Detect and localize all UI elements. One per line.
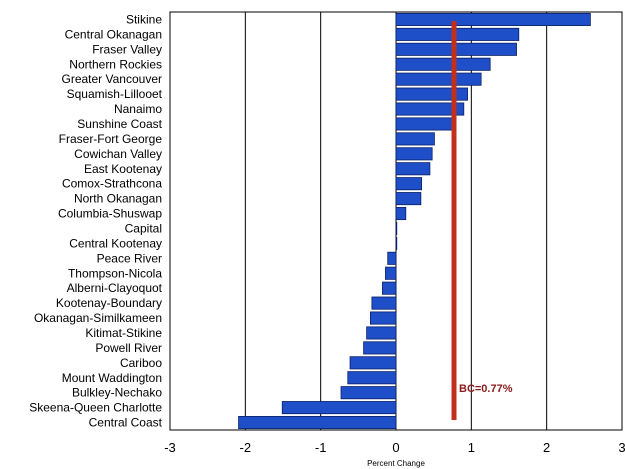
bar: [395, 27, 520, 41]
bar: [395, 207, 407, 221]
category-label: North Okanagan: [74, 192, 162, 206]
bar: [349, 356, 397, 370]
category-label: Central Kootenay: [69, 236, 162, 250]
category-label: Central Coast: [89, 416, 163, 430]
bar: [281, 401, 397, 415]
bar: [369, 311, 397, 325]
reference-line-label: BC=0.77%: [459, 383, 513, 395]
category-label: Stikine: [126, 12, 162, 26]
bar: [347, 371, 397, 385]
bar: [395, 162, 431, 176]
category-label: Capital: [125, 221, 162, 235]
bars: [238, 12, 591, 430]
category-label: Kitimat-Stikine: [85, 326, 162, 340]
bar: [395, 221, 398, 235]
category-label: Skeena-Queen Charlotte: [29, 401, 162, 415]
category-label: Sunshine Coast: [77, 117, 162, 131]
category-label: Fraser Valley: [92, 42, 162, 56]
category-label: Alberni-Clayoquot: [67, 281, 163, 295]
category-label: Greater Vancouver: [62, 72, 163, 86]
category-label: Cowichan Valley: [74, 147, 162, 161]
category-label: Fraser-Fort George: [59, 132, 163, 146]
category-label: Northern Rockies: [69, 57, 162, 71]
category-label: Central Okanagan: [65, 27, 162, 41]
x-tick-labels: -3 -2 -1 0 1 2 3: [164, 440, 625, 455]
x-tick-label: -1: [315, 440, 327, 455]
bar: [395, 57, 491, 71]
bar: [387, 251, 397, 265]
bar: [366, 326, 397, 340]
category-label: Comox-Strathcona: [62, 177, 162, 191]
category-label: Nanaimo: [114, 102, 162, 116]
bar: [363, 341, 397, 355]
category-label: Squamish-Lillooet: [67, 87, 163, 101]
bar: [395, 72, 482, 86]
category-label: East Kootenay: [84, 162, 162, 176]
category-label: Okanagan-Similkameen: [34, 311, 162, 325]
category-label: Columbia-Shuswap: [58, 207, 162, 221]
bar: [238, 416, 397, 430]
category-label: Cariboo: [120, 356, 162, 370]
bar: [395, 117, 453, 131]
category-label: Mount Waddington: [62, 371, 162, 385]
bar: [395, 236, 398, 250]
bar: [395, 102, 465, 116]
category-label: Peace River: [97, 251, 162, 265]
bar: [371, 296, 397, 310]
x-tick-label: 2: [543, 440, 550, 455]
category-label: Thompson-Nicola: [68, 266, 162, 280]
bar: [382, 281, 397, 295]
reference-line-group: BC=0.77%: [451, 21, 513, 420]
category-label: Kootenay-Boundary: [56, 296, 162, 310]
x-tick-label: 0: [392, 440, 399, 455]
bar: [395, 87, 468, 101]
bar: [395, 192, 422, 206]
x-tick-label: -2: [240, 440, 252, 455]
plot-frame: [169, 11, 623, 431]
bar: [340, 386, 397, 400]
bar: [395, 147, 433, 161]
x-axis-label: Percent Change: [367, 459, 425, 468]
bar: [385, 266, 397, 280]
bar: [395, 177, 423, 191]
category-label: Bulkley-Nechako: [72, 386, 162, 400]
x-tick-label: 1: [468, 440, 475, 455]
bar: [395, 12, 591, 26]
x-tick-label: -3: [164, 440, 176, 455]
bar: [395, 132, 435, 146]
x-tick-label: 3: [618, 440, 625, 455]
category-label: Powell River: [95, 341, 162, 355]
